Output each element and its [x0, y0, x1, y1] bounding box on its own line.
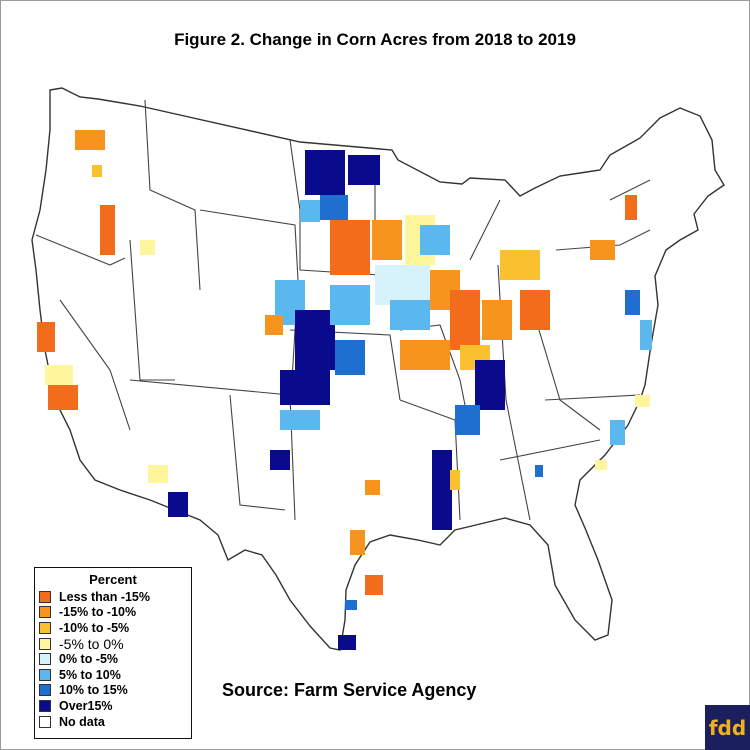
legend-item: -5% to 0%	[35, 636, 191, 652]
legend-item: 0% to -5%	[35, 651, 191, 667]
legend-label: -15% to -10%	[59, 605, 137, 620]
legend-item: -15% to -10%	[35, 605, 191, 621]
legend-label: 10% to 15%	[59, 683, 128, 698]
legend-item: 10% to 15%	[35, 683, 191, 699]
legend-item: 5% to 10%	[35, 667, 191, 683]
legend-label: 0% to -5%	[59, 652, 119, 667]
legend-swatch	[39, 621, 51, 634]
legend-label: 5% to 10%	[59, 667, 121, 682]
legend-swatch	[39, 637, 51, 650]
legend-item: Less than -15%	[35, 589, 191, 605]
legend-label: -10% to -5%	[59, 620, 130, 635]
source-note: Source: Farm Service Agency	[222, 680, 477, 700]
figure-title: Figure 2. Change in Corn Acres from 2018…	[174, 30, 576, 49]
us-outline	[31, 87, 725, 651]
legend-item: Over15%	[35, 698, 191, 714]
legend-item: No data	[35, 714, 191, 730]
legend-label: -5% to 0%	[59, 635, 124, 652]
legend-label: No data	[59, 714, 105, 729]
legend-swatch	[39, 668, 51, 681]
legend-item: -10% to -5%	[35, 620, 191, 636]
legend-swatch	[39, 606, 51, 619]
county-patches	[37, 130, 652, 650]
legend-swatch	[39, 715, 51, 728]
legend-swatch	[39, 590, 51, 603]
fdd-logo: fdd	[705, 705, 750, 750]
legend-title: Percent	[89, 572, 137, 587]
legend-swatch	[39, 653, 51, 666]
legend-label: Over15%	[59, 698, 113, 713]
legend: Percent Less than -15% -15% to -10% -10%…	[34, 567, 192, 739]
legend-label: Less than -15%	[59, 589, 151, 604]
legend-swatch	[39, 699, 51, 712]
legend-swatch	[39, 684, 51, 697]
